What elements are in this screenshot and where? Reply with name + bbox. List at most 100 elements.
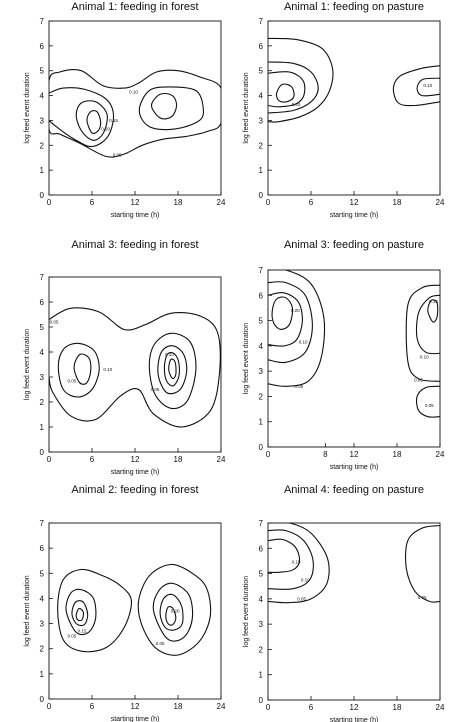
contour-label: 0.05 xyxy=(68,634,77,639)
contour-line xyxy=(405,284,440,382)
contour-line xyxy=(49,69,221,158)
contour-line xyxy=(268,281,313,364)
x-axis-label: starting time (h) xyxy=(330,717,379,722)
panel-title: Animal 1: feeding in forest xyxy=(71,1,198,13)
y-tick-label: 6 xyxy=(259,42,264,51)
x-axis-label: starting time (h) xyxy=(330,464,379,471)
y-axis-label: log feed event duration xyxy=(24,329,31,400)
x-tick-label: 12 xyxy=(350,450,359,459)
contour-label: 0.10 xyxy=(299,340,308,345)
x-tick-label: 12 xyxy=(350,703,359,712)
contour-line xyxy=(75,607,85,622)
x-tick-label: 24 xyxy=(436,450,445,459)
contour-label: 0.05 xyxy=(50,320,59,325)
y-tick-label: 7 xyxy=(259,519,264,528)
contour-line xyxy=(73,353,92,385)
contour-line xyxy=(271,296,294,330)
contour-label: 0.15 xyxy=(109,118,118,123)
contour-line xyxy=(268,538,301,574)
contour-line xyxy=(268,37,334,123)
contour-label: 0.05 xyxy=(113,153,122,158)
contour-line xyxy=(268,270,326,387)
y-tick-label: 4 xyxy=(40,348,45,357)
panel-title: Animal 1: feeding on pasture xyxy=(284,1,424,13)
y-tick-label: 2 xyxy=(259,141,264,150)
contour-line xyxy=(268,523,330,604)
contour-label: 0.15 xyxy=(78,629,87,634)
contour-label: 0.10 xyxy=(165,352,174,357)
contour-line xyxy=(415,294,440,355)
y-tick-label: 1 xyxy=(40,423,45,432)
y-tick-label: 3 xyxy=(40,116,45,125)
y-tick-label: 5 xyxy=(40,569,45,578)
contour-label: 0.20 xyxy=(291,308,300,313)
y-tick-label: 0 xyxy=(40,695,45,704)
y-tick-label: 3 xyxy=(259,367,264,376)
y-tick-label: 1 xyxy=(259,418,264,427)
y-tick-label: 5 xyxy=(259,67,264,76)
contour-layer: 0.05 0.10 0.20 0.05 0.10 0.15 0.05 xyxy=(268,270,440,418)
x-tick-label: 0 xyxy=(47,455,52,464)
contour-line xyxy=(404,524,440,603)
panel-title: Animal 4: feeding on pasture xyxy=(284,484,424,496)
contour-line xyxy=(392,65,440,107)
y-tick-label: 1 xyxy=(40,166,45,175)
y-axis-label: log feed event duration xyxy=(243,72,250,143)
y-axis-label: log feed event duration xyxy=(24,575,31,646)
y-tick-label: 5 xyxy=(259,317,264,326)
y-tick-label: 2 xyxy=(40,141,45,150)
contour-layer: 0.05 0.05 0.10 0.05 0.10 xyxy=(49,307,221,428)
x-tick-label: 12 xyxy=(131,455,140,464)
y-tick-label: 6 xyxy=(40,42,45,51)
y-tick-label: 6 xyxy=(259,291,264,300)
x-tick-label: 24 xyxy=(436,703,445,712)
y-axis-label: log feed event duration xyxy=(24,72,31,143)
contour-line xyxy=(416,77,440,97)
contour-line xyxy=(152,582,194,642)
x-tick-label: 6 xyxy=(309,703,314,712)
x-tick-label: 18 xyxy=(174,455,183,464)
contour-label: 0.10 xyxy=(103,367,112,372)
x-tick-label: 6 xyxy=(90,702,95,711)
panel-title: Animal 3: feeding on pasture xyxy=(284,239,424,251)
x-tick-label: 18 xyxy=(393,450,402,459)
x-tick-label: 18 xyxy=(174,198,183,207)
contour-line xyxy=(71,600,89,627)
panel-title: Animal 2: feeding in forest xyxy=(71,484,198,496)
contour-label: 0.05 xyxy=(151,387,160,392)
y-tick-label: 4 xyxy=(259,595,264,604)
contour-label: 0.05 xyxy=(68,378,77,383)
y-tick-label: 4 xyxy=(259,342,264,351)
contour-label: 0.20 xyxy=(171,609,180,614)
contour-line xyxy=(150,92,178,120)
x-tick-label: 0 xyxy=(266,198,271,207)
y-tick-label: 4 xyxy=(259,92,264,101)
x-tick-label: 6 xyxy=(90,198,95,207)
y-tick-label: 0 xyxy=(259,443,264,452)
x-tick-label: 0 xyxy=(266,703,271,712)
contour-label: 0.05 xyxy=(414,377,423,382)
x-tick-label: 24 xyxy=(217,455,226,464)
y-tick-label: 7 xyxy=(40,519,45,528)
x-tick-label: 6 xyxy=(309,198,314,207)
y-tick-label: 3 xyxy=(40,620,45,629)
contour-line xyxy=(86,110,102,134)
y-axis-label: log feed event duration xyxy=(243,323,250,394)
x-tick-label: 8 xyxy=(323,450,328,459)
y-tick-label: 7 xyxy=(40,273,45,282)
x-tick-label: 0 xyxy=(47,702,52,711)
contour-line xyxy=(138,86,205,131)
y-tick-label: 2 xyxy=(40,398,45,407)
y-tick-label: 4 xyxy=(40,594,45,603)
contour-label: 0.05 xyxy=(294,384,303,389)
x-tick-label: 18 xyxy=(393,198,402,207)
y-tick-label: 6 xyxy=(259,544,264,553)
contour-line xyxy=(57,342,100,398)
contour-line xyxy=(275,83,295,103)
contour-label: 0.10 xyxy=(423,83,432,88)
y-axis-label: log feed event duration xyxy=(243,576,250,647)
